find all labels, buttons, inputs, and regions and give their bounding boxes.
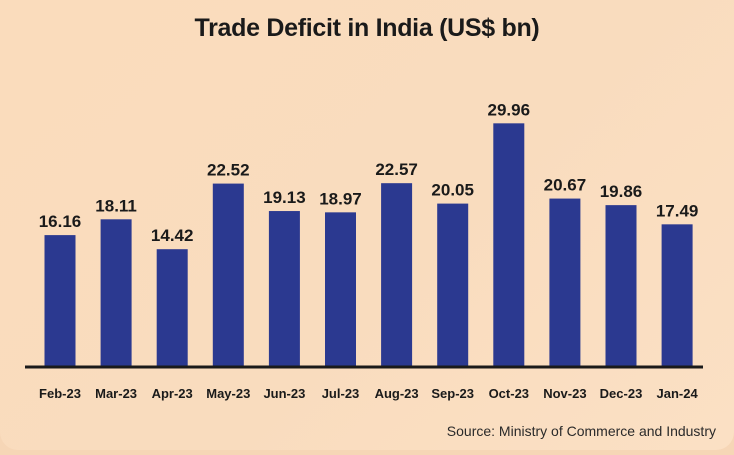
bar: [381, 183, 413, 366]
data-label: 18.11: [95, 196, 137, 215]
x-tick-label: Mar-23: [95, 386, 137, 401]
x-tick-label: Dec-23: [600, 386, 643, 401]
data-label: 19.86: [600, 182, 643, 201]
x-tick-label: Apr-23: [152, 386, 193, 401]
bar: [493, 123, 525, 366]
bar: [325, 212, 356, 366]
data-label: 17.49: [656, 201, 699, 220]
x-tick-label: Jul-23: [322, 386, 360, 401]
data-label: 29.96: [488, 100, 531, 119]
data-label: 16.16: [39, 212, 82, 231]
x-tick-label: Aug-23: [375, 386, 419, 401]
bar: [44, 235, 76, 366]
bar: [212, 183, 244, 366]
bar: [549, 198, 581, 366]
bar: [156, 249, 188, 366]
bar: [437, 203, 469, 366]
bar: [268, 211, 300, 366]
data-label: 14.42: [151, 226, 194, 245]
data-label: 22.57: [375, 160, 418, 179]
source-note: Source: Ministry of Commerce and Industr…: [446, 423, 716, 439]
x-tick-label: Feb-23: [39, 386, 81, 401]
x-tick-label: Jan-24: [656, 386, 698, 401]
data-label: 22.52: [207, 161, 250, 180]
x-tick-label: Jun-23: [263, 386, 305, 401]
bar: [100, 219, 132, 366]
x-tick-label: Nov-23: [543, 386, 586, 401]
chart-title: Trade Deficit in India (US$ bn): [194, 14, 540, 42]
data-label: 20.67: [544, 176, 587, 195]
x-tick-label: Oct-23: [489, 386, 529, 401]
bar: [661, 224, 693, 366]
data-label: 20.05: [431, 181, 474, 200]
x-tick-label: Sep-23: [431, 386, 474, 401]
data-label: 19.13: [263, 188, 306, 207]
data-label: 18.97: [319, 189, 362, 208]
bar: [605, 205, 637, 366]
x-tick-label: May-23: [206, 386, 250, 401]
